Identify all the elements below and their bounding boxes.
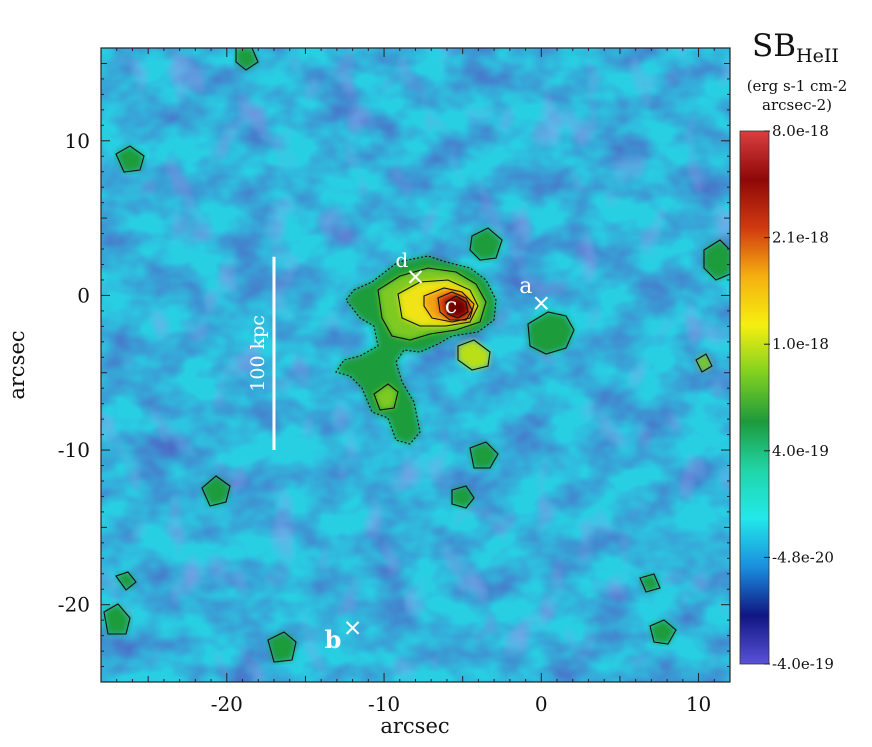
- contour-line: [115, 571, 137, 591]
- x-tick-label: 10: [686, 692, 711, 716]
- contour-line: [451, 485, 475, 509]
- emission-region: [268, 632, 296, 662]
- colorbar-tick-label: 1.0e-18: [772, 335, 829, 353]
- colorbar-tick-label: 4.0e-19: [772, 442, 829, 460]
- emission-region: [374, 384, 398, 410]
- contour-line: [527, 311, 575, 355]
- contour-line: [103, 603, 131, 635]
- emission-blobs: [104, 48, 730, 662]
- emission-region: [236, 48, 258, 70]
- colorbar-units-line2: arcsec-2): [762, 96, 832, 114]
- colorbar: SBHeII (erg s-1 cm-2 arcsec-2) 8.0e-18 2.…: [739, 28, 848, 673]
- colorbar-tick-label: 2.1e-18: [772, 229, 829, 247]
- contour-line: [703, 239, 730, 281]
- contour-line: [469, 441, 499, 469]
- contour-line: [373, 383, 399, 411]
- colorbar-tick-label: 8.0e-18: [772, 122, 829, 140]
- marker-label: a: [519, 274, 532, 299]
- colorbar-tick-label: -4.8e-20: [772, 548, 834, 566]
- contour-line: [235, 48, 259, 71]
- marker-cross: [408, 270, 423, 284]
- colorbar-title-main: SB: [752, 28, 796, 64]
- emission-region: [650, 620, 676, 644]
- emission-region: [458, 340, 490, 370]
- contour-line: [267, 631, 297, 663]
- emission-region: [640, 574, 660, 592]
- colorbar-title: SBHeII: [752, 28, 839, 67]
- contour-line: [201, 475, 231, 507]
- x-tick-label: -20: [211, 692, 243, 716]
- marker-cross: [534, 296, 549, 310]
- x-axis: -20 -10 0 10: [100, 48, 731, 716]
- contour-lines: [103, 48, 730, 663]
- marker-label: c: [445, 294, 457, 319]
- emission-region: [446, 296, 468, 318]
- overlays: 100 kpc a b c d: [247, 248, 549, 654]
- contour-line: [397, 279, 479, 327]
- emission-region: [470, 442, 498, 468]
- y-tick-label: 10: [65, 129, 90, 153]
- contour-line: [423, 287, 475, 323]
- colorbar-title-subscript: HeII: [796, 45, 839, 67]
- noise-purple-layer: [101, 48, 730, 682]
- colorbar-tick-label: -4.0e-19: [772, 655, 834, 673]
- x-axis-title: arcsec: [380, 714, 449, 738]
- contour-line: [437, 291, 473, 321]
- marker-label: d: [396, 248, 409, 272]
- contour-line: [335, 255, 497, 445]
- emission-region: [704, 240, 730, 280]
- emission-region: [104, 604, 130, 634]
- contour-line: [469, 227, 503, 261]
- marker-cross: [345, 621, 360, 635]
- x-tick-label: 0: [535, 692, 548, 716]
- y-tick-label: 0: [77, 283, 90, 307]
- y-tick-label: -20: [58, 593, 90, 617]
- y-axis-title: arcsec: [5, 330, 29, 399]
- emission-region: [470, 228, 502, 260]
- emission-region: [528, 312, 574, 354]
- colorbar-ticks: 8.0e-18 2.1e-18 1.0e-18 4.0e-19 -4.8e-20 -4.0…: [764, 122, 834, 673]
- scale-bar-label: 100 kpc: [247, 315, 269, 392]
- contour-line: [445, 295, 469, 319]
- colorbar-bar: [739, 130, 770, 665]
- y-tick-label: -10: [58, 438, 90, 462]
- marker-label: b: [325, 625, 342, 654]
- contour-line: [457, 339, 491, 371]
- contour-line: [649, 619, 677, 645]
- y-axis: 10 0 -10 -20: [58, 47, 730, 683]
- plot-area: [101, 48, 730, 682]
- emission-region: [202, 476, 230, 506]
- emission-region: [116, 146, 144, 172]
- contour-line: [377, 267, 487, 341]
- x-tick-label: -10: [368, 692, 400, 716]
- contour-line: [639, 573, 661, 593]
- contour-line: [115, 145, 145, 173]
- contour-line: [695, 353, 713, 373]
- colorbar-units-line1: (erg s-1 cm-2: [747, 77, 848, 95]
- emission-region: [452, 486, 474, 508]
